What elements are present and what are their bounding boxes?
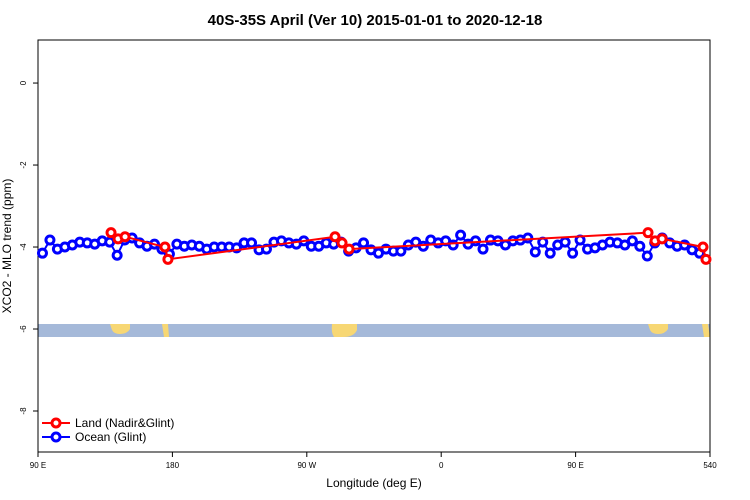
y-tick-label: -8 [19,407,28,415]
data-point [529,246,541,258]
y-tick-label: -2 [19,161,28,169]
x-tick-label: 0 [439,461,444,470]
land-shape [110,324,130,334]
y-tick-label: 0 [19,80,28,85]
x-tick-label: 90 E [30,461,46,470]
data-point [447,239,459,251]
land-shape [702,324,710,337]
y-tick-label: -6 [19,325,28,333]
data-point [559,236,571,248]
land-shape [162,324,169,337]
data-point [162,253,174,265]
x-tick-label: 90 W [297,461,316,470]
ocean-band [38,324,710,337]
data-point [626,235,638,247]
legend-marker [50,431,62,443]
data-point [470,235,482,247]
data-point [544,247,556,259]
data-point [358,237,370,249]
land-shape [648,324,668,334]
data-point [700,253,712,265]
data-point [477,243,489,255]
data-point [567,247,579,259]
y-tick-label: -4 [19,243,28,251]
data-point [522,232,534,244]
data-point [455,229,467,241]
data-point [417,240,429,252]
x-tick-label: 90 E [567,461,583,470]
data-point [329,231,341,243]
legend-label: Ocean (Glint) [75,430,146,444]
x-tick-label: 180 [166,461,180,470]
data-point [111,249,123,261]
data-point [119,231,131,243]
map-strip [38,324,710,337]
x-tick-label: 540 [703,461,717,470]
data-point [642,227,654,239]
data-point [343,243,355,255]
y-axis-label: XCO2 - MLO trend (ppm) [0,179,14,314]
data-point [159,241,171,253]
data-point [336,237,348,249]
data-point [36,247,48,259]
land-shape [331,324,357,337]
data-point [44,234,56,246]
data-point [246,237,258,249]
plot-frame [37,39,711,453]
legend-label: Land (Nadir&Glint) [75,416,174,430]
data-point [105,227,117,239]
x-axis-label: Longitude (deg E) [326,476,421,490]
legend-marker [50,417,62,429]
chart-title: 40S-35S April (Ver 10) 2015-01-01 to 202… [208,12,543,29]
data-point [641,250,653,262]
data-point [697,241,709,253]
data-point [395,245,407,257]
data-point [104,236,116,248]
data-point [656,233,668,245]
data-point [634,240,646,252]
